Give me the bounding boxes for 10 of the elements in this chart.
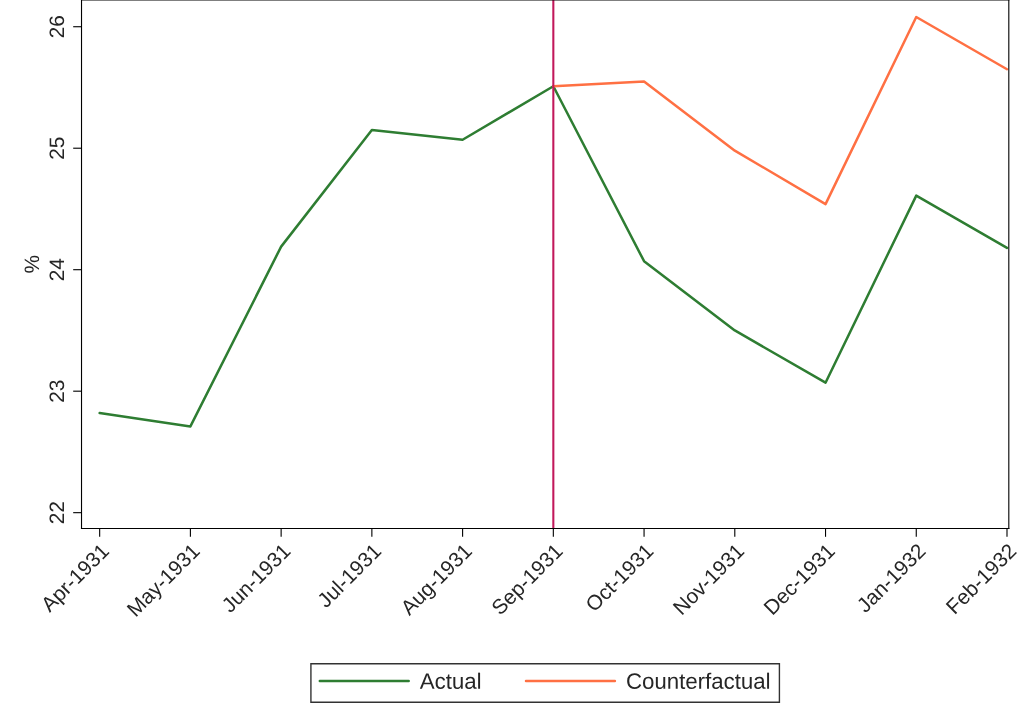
y-tick-label: 26 — [49, 16, 65, 38]
legend-label: Actual — [419, 672, 481, 689]
y-tick-label: 23 — [49, 380, 65, 402]
line-series — [552, 15, 1009, 206]
y-tick-label: 24 — [49, 258, 64, 281]
line-series — [98, 85, 1009, 428]
legend-label: Counterfactual — [627, 672, 770, 689]
y-axis-title: % — [24, 255, 40, 273]
y-tick-label: 22 — [49, 502, 64, 524]
y-tick-label: 25 — [49, 137, 65, 159]
